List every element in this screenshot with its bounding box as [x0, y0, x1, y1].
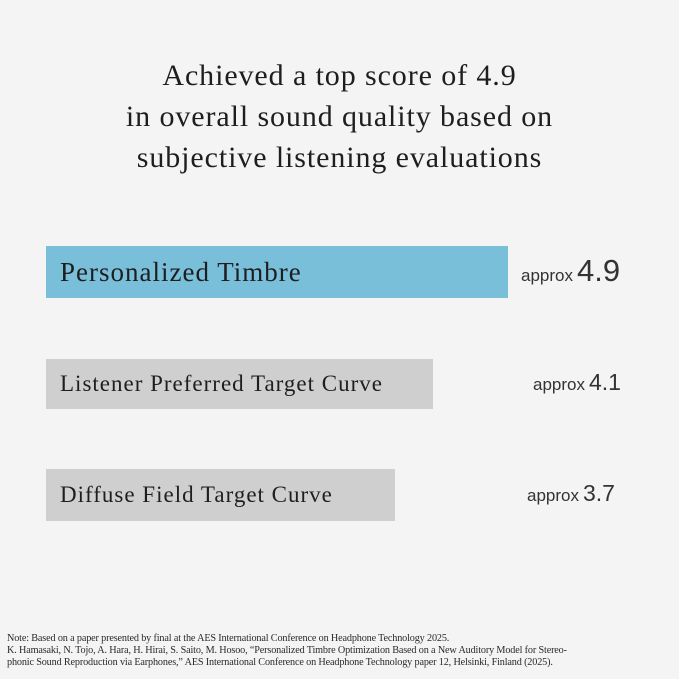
footnote-line-1: Note: Based on a paper presented by fina…	[7, 633, 450, 644]
value-prefix: approx	[521, 265, 573, 285]
value-prefix: approx	[533, 374, 585, 394]
footnote-line-2: K. Hamasaki, N. Tojo, A. Hara, H. Hirai,…	[7, 645, 567, 656]
bar-2: Listener Preferred Target Curve	[46, 359, 433, 409]
value-label-2: approx 4.1	[533, 368, 621, 395]
footnote: Note: Based on a paper presented by fina…	[7, 633, 675, 669]
chart-title-line-3: subjective listening evaluations	[136, 141, 543, 174]
bar-label-3: Diffuse Field Target Curve	[60, 482, 333, 507]
value-label-1: approx 4.9	[521, 255, 620, 286]
footnote-line-3: phonic Sound Reproduction via Earphones,…	[7, 657, 553, 668]
value-number: 4.9	[576, 252, 621, 288]
value-number: 3.7	[582, 479, 615, 506]
bar-3: Diffuse Field Target Curve	[46, 469, 395, 521]
chart-title-line-1: Achieved a top score of 4.9	[162, 59, 517, 92]
value-number: 4.1	[588, 368, 621, 395]
value-label-3: approx 3.7	[527, 479, 615, 506]
bar-1: Personalized Timbre	[46, 246, 508, 298]
bar-label-2: Listener Preferred Target Curve	[60, 371, 383, 396]
chart-title-line-2: in overall sound quality based on	[125, 100, 554, 133]
bar-label-1: Personalized Timbre	[60, 256, 302, 287]
chart-title: Achieved a top score of 4.9 in overall s…	[0, 55, 679, 178]
value-prefix: approx	[527, 485, 579, 505]
